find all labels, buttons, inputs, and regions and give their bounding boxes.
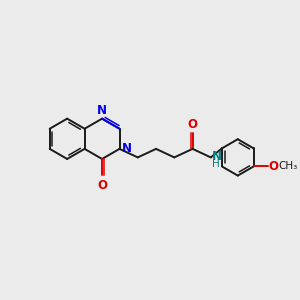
Text: O: O	[188, 118, 198, 131]
Text: N: N	[212, 150, 222, 163]
Text: N: N	[97, 104, 107, 117]
Text: N: N	[122, 142, 132, 155]
Text: H: H	[212, 159, 220, 170]
Text: O: O	[269, 160, 279, 173]
Text: O: O	[97, 178, 107, 191]
Text: CH₃: CH₃	[278, 161, 297, 171]
